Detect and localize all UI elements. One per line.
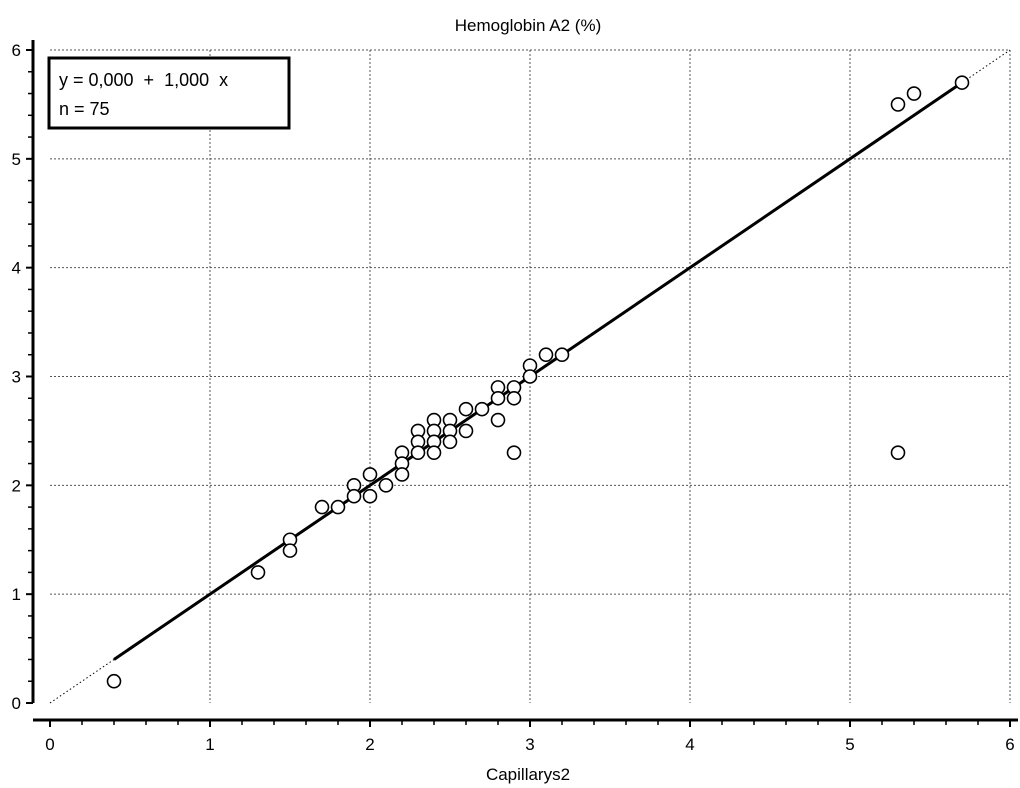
data-point	[282, 543, 298, 558]
y-tick-label: 3	[12, 368, 21, 387]
x-tick-label: 1	[205, 735, 214, 754]
x-tick-label: 3	[525, 735, 534, 754]
x-axis-ticks: 0 1 2 3 4 5 6	[45, 720, 1015, 754]
y-tick-label: 6	[12, 41, 21, 60]
data-point	[554, 347, 570, 363]
data-point	[394, 467, 410, 482]
y-tick-label: 2	[12, 476, 21, 495]
data-point	[506, 390, 522, 406]
data-point	[906, 86, 922, 101]
x-tick-label: 5	[845, 735, 854, 754]
legend-box: y = 0,000 + 1,000 x n = 75	[47, 56, 291, 130]
data-point	[890, 445, 906, 460]
data-point	[106, 673, 122, 689]
x-tick-label: 0	[45, 735, 54, 754]
regression-equation: y = 0,000 + 1,000 x	[59, 70, 228, 90]
y-tick-label: 5	[12, 150, 21, 169]
x-tick-label: 4	[685, 735, 694, 754]
data-points	[106, 75, 970, 689]
regression-line	[113, 81, 963, 661]
chart-title: Hemoglobin A2 (%)	[455, 16, 601, 35]
y-axis-ticks: 0 1 2 3 4 5 6	[12, 41, 33, 713]
data-point	[474, 401, 490, 417]
data-point	[362, 488, 378, 504]
x-axis-label: Capillarys2	[486, 765, 570, 784]
data-point	[410, 445, 426, 460]
x-tick-label: 2	[365, 735, 374, 754]
regression-line-group	[113, 81, 963, 661]
x-tick-label: 6	[1005, 735, 1014, 754]
data-point	[442, 434, 458, 450]
y-tick-label: 0	[12, 694, 21, 713]
data-point	[362, 467, 378, 482]
data-point	[250, 565, 266, 580]
data-point	[346, 488, 362, 504]
data-point	[538, 347, 554, 363]
data-point	[522, 369, 538, 384]
y-tick-label: 4	[12, 259, 21, 278]
data-point	[458, 423, 474, 439]
data-point	[458, 401, 474, 417]
grid	[50, 49, 1011, 703]
data-point	[954, 75, 970, 90]
data-point	[890, 97, 906, 112]
y-tick-label: 1	[12, 585, 21, 604]
data-point	[330, 499, 346, 515]
axes	[31, 40, 1018, 722]
data-point	[378, 478, 394, 493]
data-point	[506, 445, 522, 460]
data-point	[490, 412, 506, 428]
data-point	[314, 499, 330, 515]
sample-size: n = 75	[59, 99, 110, 119]
data-point	[490, 390, 506, 406]
data-point	[426, 445, 442, 460]
